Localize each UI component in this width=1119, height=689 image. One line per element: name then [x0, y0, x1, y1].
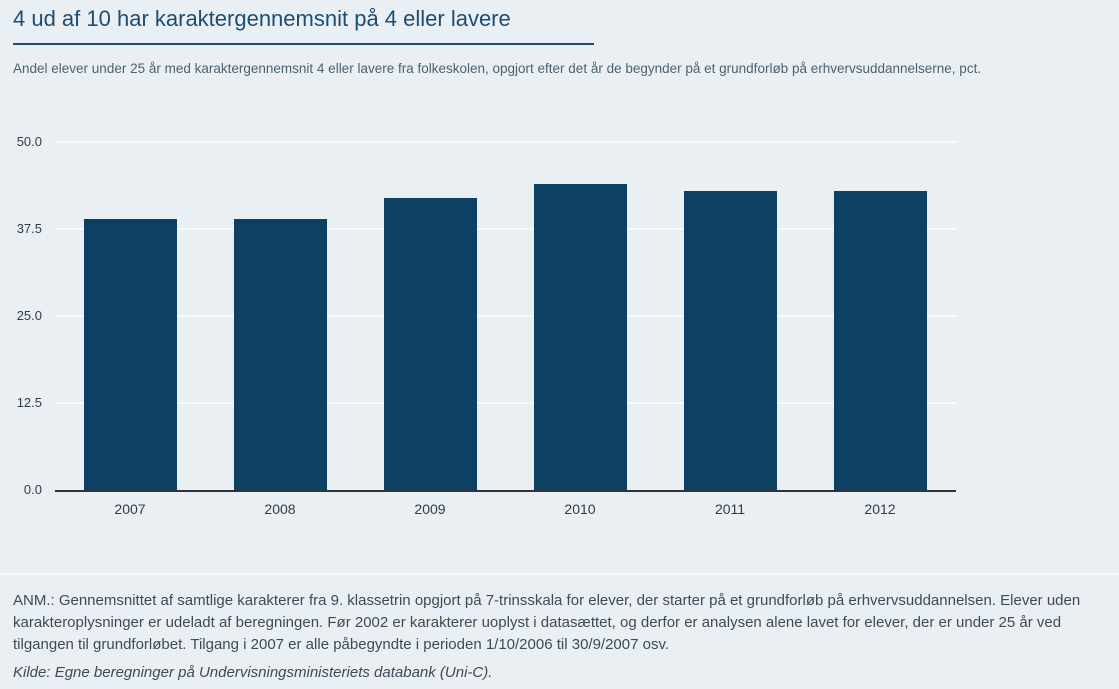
- y-tick-label-0.0: 0.0: [23, 482, 42, 497]
- x-tick-label-2012: 2012: [864, 501, 896, 517]
- bar-2009: [383, 197, 477, 490]
- bar-2011: [683, 191, 777, 490]
- source-line: Kilde: Egne beregninger på Undervisnings…: [13, 664, 493, 681]
- bar-2007: [83, 219, 177, 490]
- y-tick-label-25.0: 25.0: [16, 308, 42, 323]
- x-tick-label-2010: 2010: [564, 501, 596, 517]
- x-tick-label-2009: 2009: [414, 501, 446, 517]
- gridline-50.0: [55, 141, 956, 143]
- bar-2012: [833, 191, 927, 490]
- gridline-25.0: [55, 315, 956, 317]
- footnote-anm: ANM.: Gennemsnittet af samtlige karakter…: [13, 592, 1081, 653]
- bar-chart: 0.0 12.5 25.0 37.5 50.0 2007 2008 2009 2010 2011 2…: [0, 134, 1119, 517]
- page-title: 4 ud af 10 har karaktergennemsnit på 4 e…: [13, 6, 511, 31]
- plot-area: [55, 141, 956, 492]
- footer-divider: [0, 573, 1119, 575]
- y-tick-label-12.5: 12.5: [16, 395, 42, 410]
- chart-subtitle: Andel elever under 25 år med karaktergen…: [13, 61, 982, 76]
- y-tick-label-37.5: 37.5: [16, 221, 42, 236]
- y-tick-label-50.0: 50.0: [16, 134, 42, 149]
- x-tick-label-2011: 2011: [714, 501, 746, 517]
- x-tick-label-2007: 2007: [114, 501, 146, 517]
- gridline-12.5: [55, 402, 956, 404]
- bar-2010: [533, 183, 627, 490]
- bar-2008: [233, 219, 327, 490]
- page-title-block: 4 ud af 10 har karaktergennemsnit på 4 e…: [13, 6, 594, 45]
- gridline-37.5: [55, 228, 956, 230]
- x-tick-label-2008: 2008: [264, 501, 296, 517]
